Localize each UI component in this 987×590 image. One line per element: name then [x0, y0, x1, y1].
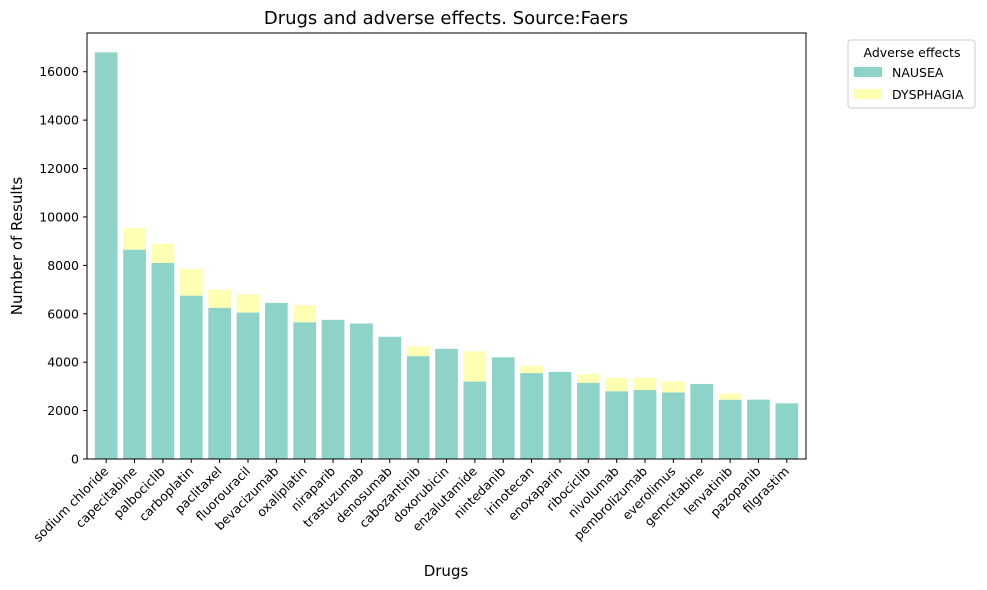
bar-nausea-enzalutamide	[463, 381, 487, 459]
y-tick-label-8000: 8000	[47, 258, 79, 273]
bar-dysphagia-fluorouracil	[236, 294, 260, 313]
bar-nausea-nintedanib	[491, 357, 515, 459]
bar-dysphagia-oxaliplatin	[293, 305, 317, 323]
bar-nausea-oxaliplatin	[293, 322, 317, 459]
bar-dysphagia-palbociclib	[151, 243, 175, 263]
y-tick-label-14000: 14000	[39, 113, 79, 128]
bar-dysphagia-capecitabine	[123, 227, 146, 250]
y-axis-title: Number of Results	[8, 177, 26, 316]
bar-dysphagia-paclitaxel	[208, 289, 231, 308]
bar-nausea-cabozantinib	[406, 356, 430, 459]
bar-nausea-denosumab	[378, 336, 402, 459]
bar-dysphagia-pembrolizumab	[633, 377, 657, 391]
bar-dysphagia-lenvatinib	[718, 393, 742, 400]
bar-nausea-doxorubicin	[435, 348, 458, 459]
legend-swatch-dysphagia	[854, 89, 882, 99]
y-tick-label-2000: 2000	[47, 403, 79, 418]
bar-nausea-ribociclib	[576, 382, 600, 459]
bar-dysphagia-ribociclib	[576, 374, 600, 383]
legend-label-dysphagia: DYSPHAGIA	[892, 87, 964, 102]
y-tick-label-12000: 12000	[39, 161, 79, 176]
x-axis-title: Drugs	[424, 562, 469, 580]
bar-nausea-nivolumab	[605, 391, 629, 459]
y-tick-label-16000: 16000	[39, 64, 79, 79]
bar-nausea-paclitaxel	[208, 307, 231, 459]
legend-swatch-nausea	[854, 67, 882, 77]
bar-nausea-trastuzumab	[350, 323, 373, 459]
chart-title: Drugs and adverse effects. Source:Faers	[264, 8, 628, 29]
x-axis: sodium chloridecapecitabinepalbociclibca…	[30, 459, 792, 545]
legend-title: Adverse effects	[864, 45, 961, 60]
y-axis: 0 2000 4000 6000 8000 10000 12000 14000 16000	[39, 64, 87, 467]
bar-nausea-fluorouracil	[236, 312, 260, 459]
y-tick-label-6000: 6000	[47, 306, 79, 321]
y-tick-label-10000: 10000	[39, 209, 79, 224]
bar-nausea-palbociclib	[151, 262, 175, 459]
bar-nausea-irinotecan	[520, 373, 543, 459]
bar-dysphagia-carboplatin	[179, 268, 203, 296]
bar-dysphagia-everolimus	[662, 381, 685, 393]
bar-nausea-niraparib	[321, 319, 345, 459]
bar-nausea-capecitabine	[123, 249, 146, 459]
bar-nausea-sodium-chloride	[94, 52, 118, 459]
legend: Adverse effects NAUSEA DYSPHAGIA	[847, 39, 976, 109]
bar-nausea-everolimus	[662, 392, 685, 459]
bar-nausea-filgrastim	[775, 403, 799, 459]
bar-nausea-pembrolizumab	[633, 390, 657, 459]
plot-area: 0 2000 4000 6000 8000 10000 12000 14000 16000 so…	[30, 32, 807, 545]
bar-dysphagia-cabozantinib	[406, 346, 430, 357]
bar-nausea-pazopanib	[747, 399, 770, 459]
y-tick-label-0: 0	[71, 452, 79, 467]
legend-label-nausea: NAUSEA	[892, 65, 944, 80]
bar-nausea-lenvatinib	[718, 399, 742, 459]
bar-nausea-carboplatin	[179, 295, 203, 459]
bar-nausea-enoxaparin	[548, 371, 572, 459]
bar-nausea-gemcitabine	[690, 383, 714, 459]
bars-group	[94, 52, 799, 459]
y-tick-label-4000: 4000	[47, 355, 79, 370]
bar-dysphagia-irinotecan	[520, 365, 543, 374]
bar-dysphagia-nivolumab	[605, 377, 629, 392]
bar-dysphagia-enzalutamide	[463, 351, 487, 382]
bar-nausea-bevacizumab	[264, 302, 288, 459]
